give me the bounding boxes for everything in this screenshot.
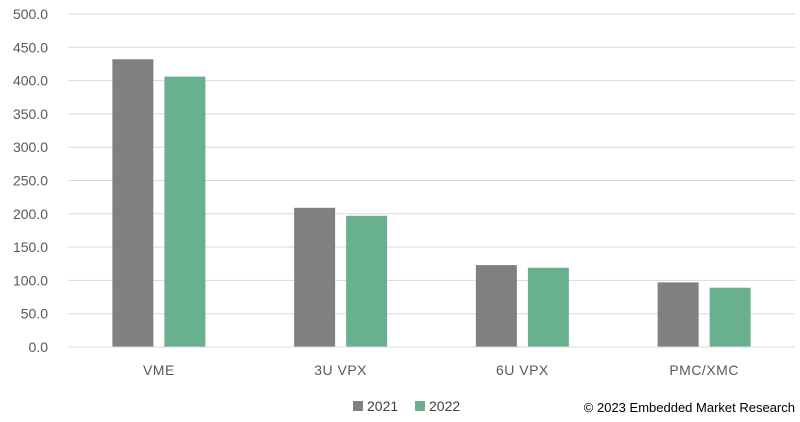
- y-tick-label: 350.0: [13, 106, 48, 122]
- legend-swatch-2022: [415, 401, 425, 411]
- legend-swatch-2021: [353, 401, 363, 411]
- bar-2021-1: [294, 207, 336, 347]
- x-tick-label: 6U VPX: [496, 362, 549, 378]
- bar-2021-0: [112, 59, 154, 348]
- y-tick-label: 450.0: [13, 39, 48, 55]
- bar-2022-0: [164, 76, 206, 347]
- y-tick-label: 50.0: [21, 306, 48, 322]
- x-axis-labels: VME 3U VPX 6U VPX PMC/XMC: [143, 362, 739, 378]
- y-tick-label: 400.0: [13, 73, 48, 89]
- x-tick-label: 3U VPX: [314, 362, 367, 378]
- y-tick-label: 250.0: [13, 173, 48, 189]
- x-tick-label: PMC/XMC: [669, 362, 739, 378]
- bar-2021-3: [657, 282, 699, 347]
- bar-2021-2: [475, 265, 517, 347]
- copyright-text: © 2023 Embedded Market Research: [584, 400, 795, 415]
- y-axis-ticks: 0.0 50.0 100.0 150.0 200.0 250.0 300.0 350.0 400…: [13, 6, 48, 355]
- y-tick-label: 500.0: [13, 6, 48, 22]
- y-tick-label: 150.0: [13, 239, 48, 255]
- bar-2022-1: [346, 215, 388, 347]
- legend-label-2022: 2022: [429, 398, 460, 414]
- y-tick-label: 0.0: [29, 339, 49, 355]
- y-tick-label: 100.0: [13, 272, 48, 288]
- legend: 2021 2022: [353, 398, 460, 414]
- legend-label-2021: 2021: [367, 398, 398, 414]
- y-tick-label: 300.0: [13, 139, 48, 155]
- bar-2022-3: [709, 287, 751, 347]
- bar-2022-2: [527, 267, 569, 347]
- y-tick-label: 200.0: [13, 206, 48, 222]
- x-tick-label: VME: [143, 362, 175, 378]
- bars: [112, 59, 751, 348]
